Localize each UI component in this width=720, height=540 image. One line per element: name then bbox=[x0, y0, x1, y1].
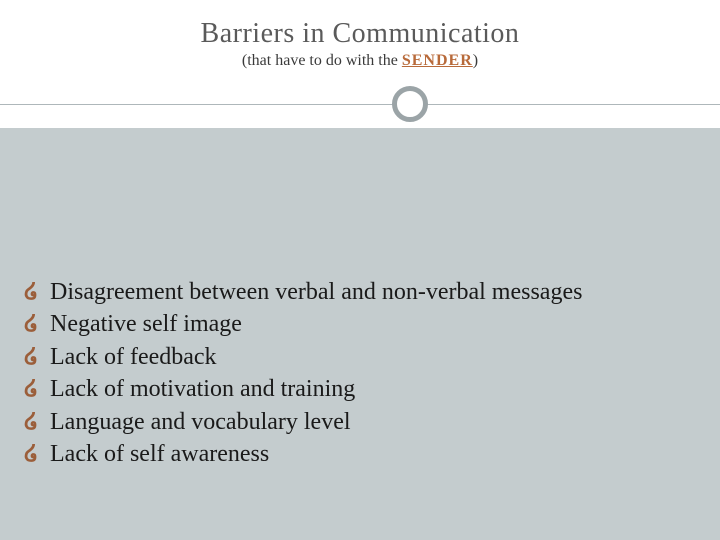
bullet-icon: ໒ bbox=[24, 406, 46, 437]
bullet-text: Negative self image bbox=[50, 308, 696, 340]
page-title: Barriers in Communication bbox=[0, 18, 720, 50]
subtitle-prefix: (that have to do with the bbox=[242, 52, 402, 69]
header: Barriers in Communication (that have to … bbox=[0, 0, 720, 128]
content-layer: Barriers in Communication (that have to … bbox=[0, 0, 720, 470]
bullet-text: Lack of self awareness bbox=[50, 438, 696, 470]
bullet-icon: ໒ bbox=[24, 438, 46, 469]
bullet-list: ໒ Disagreement between verbal and non-ve… bbox=[0, 128, 720, 470]
bullet-text: Disagreement between verbal and non-verb… bbox=[50, 276, 696, 308]
bullet-text: Language and vocabulary level bbox=[50, 406, 696, 438]
list-item: ໒ Negative self image bbox=[24, 308, 696, 340]
divider-circle-icon bbox=[392, 86, 428, 122]
subtitle-suffix: ) bbox=[473, 52, 478, 69]
bullet-icon: ໒ bbox=[24, 341, 46, 372]
bullet-icon: ໒ bbox=[24, 276, 46, 307]
slide: Barriers in Communication (that have to … bbox=[0, 0, 720, 540]
divider-line bbox=[0, 104, 720, 105]
bullet-icon: ໒ bbox=[24, 373, 46, 404]
bullet-icon: ໒ bbox=[24, 308, 46, 339]
subtitle-accent: SENDER bbox=[402, 52, 473, 69]
bullet-text: Lack of feedback bbox=[50, 341, 696, 373]
bullet-text: Lack of motivation and training bbox=[50, 373, 696, 405]
list-item: ໒ Lack of self awareness bbox=[24, 438, 696, 470]
divider bbox=[0, 80, 720, 128]
list-item: ໒ Disagreement between verbal and non-ve… bbox=[24, 276, 696, 308]
list-item: ໒ Lack of motivation and training bbox=[24, 373, 696, 405]
subtitle: (that have to do with the SENDER) bbox=[0, 52, 720, 70]
list-item: ໒ Lack of feedback bbox=[24, 341, 696, 373]
list-item: ໒ Language and vocabulary level bbox=[24, 406, 696, 438]
